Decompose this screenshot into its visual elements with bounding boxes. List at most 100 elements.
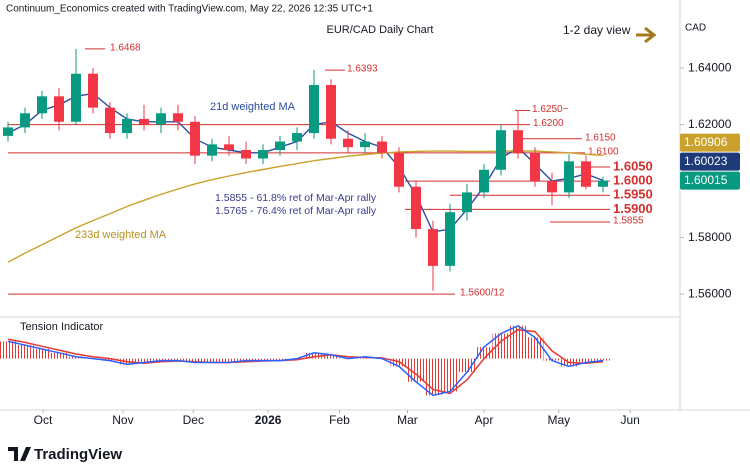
- candle-body: [87, 73, 98, 108]
- price-badge: [680, 133, 740, 152]
- candle-body: [2, 127, 13, 136]
- histogram-bar: [271, 358, 289, 361]
- candle-body: [189, 121, 200, 156]
- histogram-bar: [0, 341, 17, 359]
- x-tick-label: Apr: [475, 413, 494, 427]
- histogram-bar: [67, 356, 85, 359]
- level-label: 1.5600/12: [460, 288, 505, 299]
- indicator-title: Tension Indicator: [20, 321, 103, 333]
- x-tick-label: Mar: [397, 413, 418, 427]
- candle-body: [206, 144, 217, 156]
- level-label: 1.6000: [613, 173, 653, 188]
- candle-body: [155, 113, 166, 125]
- candle-body: [597, 180, 608, 187]
- price-badge: [680, 171, 740, 190]
- ma-label: 233d weighted MA: [75, 229, 167, 241]
- candle-body: [478, 169, 489, 193]
- currency: CAD: [685, 23, 706, 34]
- histogram-bar: [186, 358, 204, 363]
- oscillator-line: [7, 328, 604, 395]
- candle-body: [104, 107, 115, 134]
- x-tick-label: Oct: [34, 413, 53, 427]
- histogram-bar: [594, 358, 612, 361]
- histogram-bar: [169, 358, 187, 361]
- candle-body: [19, 113, 30, 128]
- candle-body: [342, 138, 353, 148]
- candle-body: [359, 141, 370, 148]
- level-label: 1.6100: [588, 146, 619, 157]
- level-label: 1.6150: [585, 132, 616, 143]
- candle-body: [308, 85, 319, 134]
- histogram-bar: [475, 347, 493, 359]
- x-tick-label: May: [547, 413, 570, 427]
- candle-body: [376, 141, 387, 153]
- histogram-bar: [101, 358, 119, 361]
- histogram-bar: [254, 358, 272, 361]
- chart-title: EUR/CAD Daily Chart: [327, 24, 434, 36]
- candle-body: [461, 192, 472, 213]
- candle-body: [529, 152, 540, 182]
- histogram-bar: [305, 352, 323, 359]
- y-tick-label: 1.62000: [688, 117, 732, 131]
- candle-body: [274, 141, 285, 151]
- level-label: 1.5855: [613, 216, 644, 227]
- candle-body: [257, 150, 268, 159]
- candle-body: [546, 181, 557, 193]
- histogram-bar: [509, 325, 527, 359]
- logo-text: TradingView: [34, 446, 122, 463]
- histogram-bar: [458, 358, 476, 373]
- level-label: 1.5950: [613, 187, 653, 202]
- level-label: 1.6200: [533, 118, 564, 129]
- annotation: 1.5765 - 76.4% ret of Mar-Apr rally: [215, 205, 377, 217]
- histogram-bar: [407, 358, 425, 382]
- view-label: 1-2 day view: [563, 23, 631, 37]
- level-label: 1.5900: [613, 201, 653, 216]
- x-tick-label: Feb: [329, 413, 350, 427]
- candle-body: [563, 161, 574, 193]
- candle-body: [444, 212, 455, 266]
- candle-body: [53, 96, 64, 122]
- price-badge-label: 1.60023: [684, 154, 728, 168]
- candle-body: [172, 113, 183, 122]
- level-label: 1.6050: [613, 158, 653, 173]
- candle-body: [223, 144, 234, 151]
- candle-body: [36, 96, 47, 114]
- histogram-bar: [526, 337, 544, 359]
- level-label: 1.6468: [110, 43, 141, 54]
- histogram-bar: [220, 358, 238, 363]
- candle-body: [512, 130, 523, 153]
- histogram-bar: [33, 348, 51, 359]
- y-tick-label: 1.64000: [688, 60, 732, 74]
- oscillator-line: [7, 324, 604, 397]
- histogram-bar: [50, 352, 68, 359]
- logo: TradingView: [8, 446, 122, 463]
- x-tick-label: 2026: [255, 413, 282, 427]
- y-tick-label: 1.58000: [688, 230, 732, 244]
- header: Continuum_Economics created with Trading…: [6, 4, 373, 15]
- level-label: 1.6250~: [532, 104, 569, 115]
- price-badge: [680, 152, 740, 171]
- candle-body: [291, 133, 302, 142]
- candle-body: [580, 161, 591, 187]
- histogram-bar: [152, 358, 170, 361]
- x-tick-label: Dec: [183, 413, 204, 427]
- histogram-bar: [492, 333, 510, 359]
- histogram-bar: [577, 358, 595, 363]
- histogram-bar: [441, 358, 459, 392]
- candle-body: [121, 118, 132, 134]
- candle-body: [138, 118, 149, 125]
- candle-body: [410, 186, 421, 230]
- y-tick-label: 1.56000: [688, 286, 732, 300]
- candle-body: [70, 73, 81, 122]
- candle-body: [427, 229, 438, 266]
- level-label: 1.6393: [347, 64, 378, 75]
- candle-body: [240, 150, 251, 159]
- x-tick-label: Jun: [621, 413, 640, 427]
- candle-body: [325, 85, 336, 139]
- histogram-bar: [203, 358, 221, 363]
- annotation: 1.5855 - 61.8% ret of Mar-Apr rally: [215, 192, 377, 204]
- histogram-bar: [322, 354, 340, 359]
